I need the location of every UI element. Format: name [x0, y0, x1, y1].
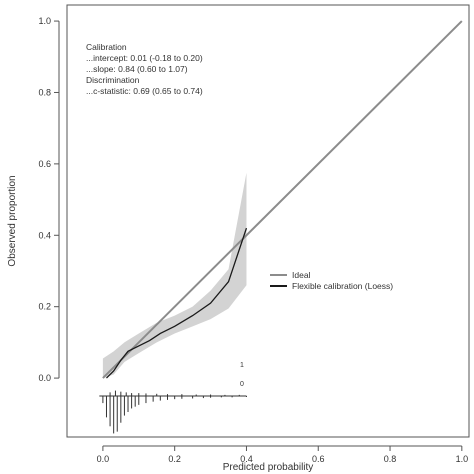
- annotation-line: ...slope: 0.84 (0.60 to 1.07): [86, 64, 188, 74]
- axis-layer: 0.0 0.2 0.4 0.6 0.8 1.0 0.0 0.2 0.4 0.6 0.8 1.0: [38, 16, 468, 464]
- y-tick-label: 0.4: [38, 230, 51, 240]
- annotation-line: Discrimination: [86, 75, 140, 85]
- legend: Ideal Flexible calibration (Loess): [270, 270, 393, 291]
- x-tick-label: 0.4: [240, 454, 253, 464]
- y-tick-label: 1.0: [38, 16, 51, 26]
- loess-calibration-line: [106, 227, 248, 379]
- y-tick-label: 0.0: [38, 373, 51, 383]
- ideal-line: [102, 20, 463, 379]
- y-axis-label: Observed proportion: [7, 175, 18, 266]
- annotation-line: Calibration: [86, 42, 127, 52]
- x-axis-label: Predicted probability: [223, 462, 314, 473]
- plot-frame: [66, 4, 470, 438]
- x-tick-label: 0.2: [168, 454, 181, 464]
- legend-label-loess: Flexible calibration (Loess): [292, 281, 393, 291]
- annotation-block: Calibration ...intercept: 0.01 (-0.18 to…: [86, 42, 203, 96]
- confidence-band: [102, 172, 247, 379]
- x-tick-label: 1.0: [456, 454, 469, 464]
- x-tick-label: 0.8: [384, 454, 397, 464]
- y-tick-label: 0.8: [38, 87, 51, 97]
- legend-label-ideal: Ideal: [292, 270, 311, 280]
- annotation-line: ...intercept: 0.01 (-0.18 to 0.20): [86, 53, 203, 63]
- rug-layer: [99, 390, 247, 434]
- x-tick-label: 0.6: [312, 454, 325, 464]
- y-tick-label: 0.2: [38, 302, 51, 312]
- x-tick-label: 0.0: [97, 454, 110, 464]
- annotation-line: ...c-statistic: 0.69 (0.65 to 0.74): [86, 86, 203, 96]
- y-tick-label: 0.6: [38, 159, 51, 169]
- series-layer: [102, 20, 463, 379]
- confidence-band-layer: [102, 172, 247, 379]
- rug-label-nonevents: 0: [240, 381, 244, 388]
- rug-label-events: 1: [240, 362, 244, 369]
